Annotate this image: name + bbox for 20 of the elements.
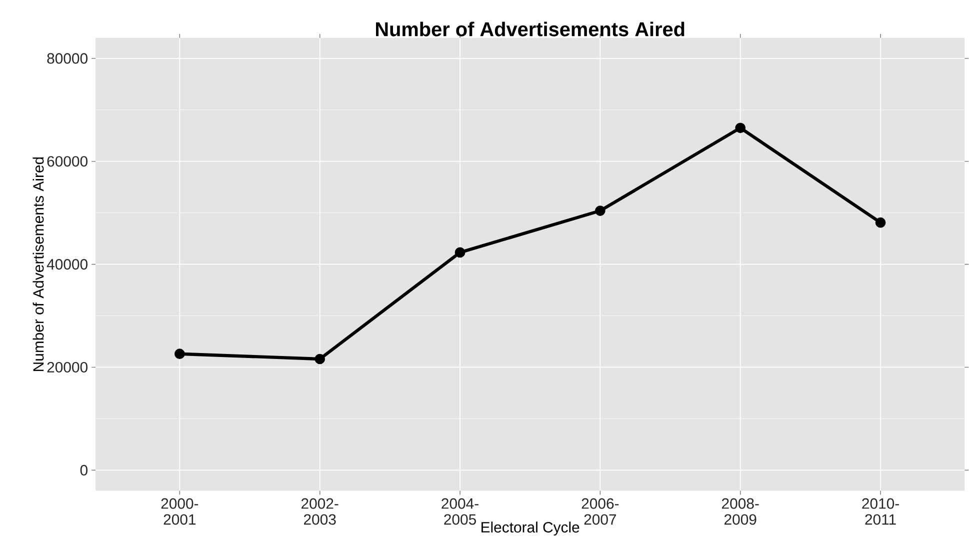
point: [454, 247, 466, 258]
x-tick-label: 2004-2005: [442, 498, 478, 525]
point: [595, 205, 606, 216]
y-tick-label: 60000: [47, 156, 88, 166]
chart-title: Number of Advertisements Aired: [376, 21, 684, 36]
y-tick-label: 0: [80, 464, 88, 476]
x-tick-label: 2008-2009: [722, 498, 759, 525]
x-tick-label: 2010-2011: [862, 498, 899, 525]
point: [735, 122, 746, 133]
y-tick-label: 80000: [47, 52, 88, 64]
point: [875, 217, 886, 228]
x-axis-title: Electoral Cycle: [482, 521, 580, 536]
y-tick-label: 40000: [46, 258, 88, 270]
y-tick-label: 20000: [47, 362, 88, 372]
x-tick-label: 2002-2003: [301, 498, 338, 525]
point: [314, 354, 326, 364]
point: [174, 348, 185, 359]
x-tick-label: 2000-2001: [161, 498, 198, 525]
y-axis-title: Number of Advertisements Aired: [32, 157, 44, 371]
x-tick-label: 2006-2007: [582, 498, 619, 525]
